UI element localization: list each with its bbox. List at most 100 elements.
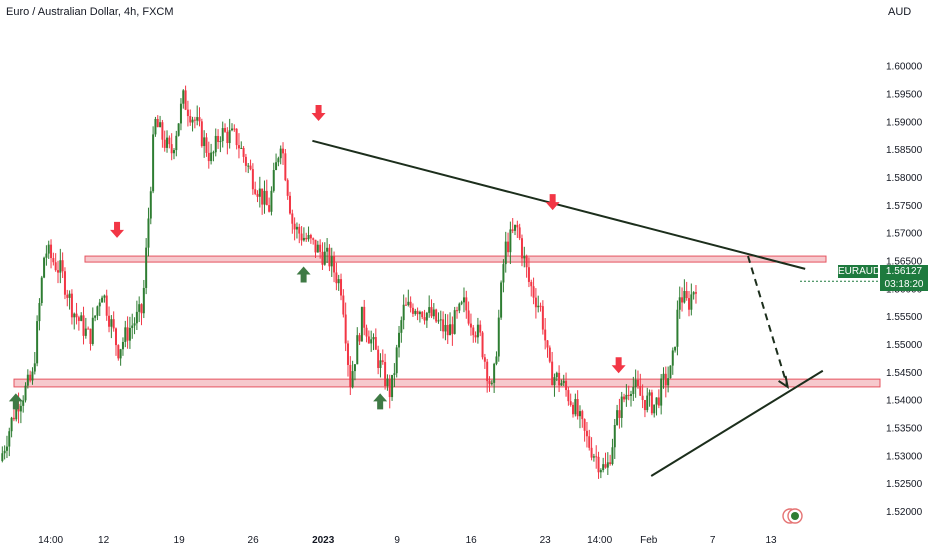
candle-body bbox=[335, 272, 338, 284]
candle-body bbox=[70, 293, 73, 318]
candle-body bbox=[196, 117, 199, 121]
candle-body bbox=[247, 165, 250, 167]
candle-body bbox=[24, 385, 27, 401]
candle-body bbox=[592, 456, 595, 458]
candle-body bbox=[226, 131, 229, 144]
candle-body bbox=[641, 395, 644, 401]
candle-body bbox=[147, 218, 150, 248]
candle-body bbox=[26, 374, 29, 386]
candle-body bbox=[541, 306, 544, 330]
candle-body bbox=[198, 117, 201, 122]
candle-body bbox=[307, 235, 310, 240]
candle-body bbox=[486, 361, 489, 382]
x-tick-label: 14:00 bbox=[38, 535, 63, 546]
candle-body bbox=[353, 364, 356, 372]
y-tick-label: 1.52500 bbox=[886, 479, 923, 490]
candle-body bbox=[404, 304, 407, 306]
last-price: 1.56127 bbox=[885, 266, 923, 277]
candle-body bbox=[135, 311, 138, 324]
candle-body bbox=[381, 360, 384, 363]
candle-body bbox=[312, 238, 315, 240]
candle-body bbox=[235, 128, 238, 146]
down-arrow-marker bbox=[545, 194, 560, 211]
down-arrow-marker bbox=[110, 221, 125, 238]
candle-body bbox=[256, 193, 259, 197]
candle-body bbox=[82, 315, 85, 336]
candle-body bbox=[509, 229, 512, 253]
candle-body bbox=[639, 385, 642, 396]
candle-body bbox=[177, 123, 180, 136]
candle-body bbox=[384, 362, 387, 387]
candle-body bbox=[244, 156, 247, 166]
candle-body bbox=[286, 180, 289, 196]
candle-body bbox=[567, 390, 570, 402]
candle-body bbox=[152, 134, 155, 192]
candle-body bbox=[585, 430, 588, 437]
candle-body bbox=[50, 244, 53, 259]
candle-body bbox=[530, 281, 533, 287]
candle-body bbox=[551, 361, 554, 386]
candle-body bbox=[117, 345, 120, 359]
x-tick-label: 12 bbox=[98, 535, 110, 546]
x-tick-label: Feb bbox=[640, 535, 658, 546]
candle-body bbox=[161, 122, 164, 140]
candle-body bbox=[59, 260, 62, 273]
candle-body bbox=[391, 374, 394, 398]
candle-body bbox=[103, 295, 106, 298]
candle-body bbox=[73, 313, 76, 318]
candle-body bbox=[105, 295, 108, 316]
candle-body bbox=[84, 328, 87, 336]
candle-body bbox=[377, 349, 380, 368]
candle-body bbox=[186, 109, 189, 117]
candle-body bbox=[516, 224, 519, 228]
candle-body bbox=[33, 363, 36, 372]
candle-body bbox=[569, 401, 572, 405]
candle-body bbox=[87, 328, 90, 330]
candle-body bbox=[646, 395, 649, 411]
candle-body bbox=[254, 189, 257, 194]
sr-zone bbox=[13, 378, 881, 388]
candle-body bbox=[179, 103, 182, 124]
candle-body bbox=[38, 303, 41, 322]
candle-body bbox=[411, 307, 414, 314]
candle-body bbox=[272, 170, 275, 191]
y-tick-label: 1.55000 bbox=[886, 340, 923, 351]
candle-body bbox=[372, 337, 375, 340]
candle-body bbox=[326, 247, 329, 252]
candle-body bbox=[233, 128, 236, 130]
candle-body bbox=[5, 446, 8, 451]
candle-body bbox=[623, 396, 626, 400]
candle-body bbox=[219, 141, 222, 143]
candle-body bbox=[444, 324, 447, 332]
candle-body bbox=[170, 144, 173, 154]
candle-body bbox=[588, 436, 591, 448]
candle-body bbox=[465, 297, 468, 311]
candle-body bbox=[344, 314, 347, 344]
candle-body bbox=[133, 323, 136, 326]
candle-body bbox=[159, 122, 162, 128]
candle-body bbox=[669, 365, 672, 379]
candle-body bbox=[379, 360, 382, 368]
candle-body bbox=[655, 397, 658, 405]
candle-body bbox=[488, 381, 491, 384]
candle-body bbox=[298, 226, 301, 234]
candle-body bbox=[636, 379, 639, 386]
candle-body bbox=[525, 256, 528, 268]
candle-body bbox=[565, 380, 568, 391]
projection-arrowhead bbox=[778, 375, 790, 390]
candle-body bbox=[166, 137, 169, 148]
candle-body bbox=[261, 188, 264, 205]
candle-body bbox=[493, 363, 496, 383]
candle-body bbox=[620, 396, 623, 418]
candle-body bbox=[110, 319, 113, 327]
candle-body bbox=[606, 462, 609, 468]
candle-body bbox=[163, 139, 166, 148]
candle-body bbox=[288, 195, 291, 214]
candle-body bbox=[667, 378, 670, 386]
candle-body bbox=[316, 244, 319, 253]
candle-body bbox=[342, 295, 345, 315]
x-tick-label: 16 bbox=[466, 535, 478, 546]
candle-body bbox=[365, 327, 368, 337]
candle-body bbox=[370, 339, 373, 344]
